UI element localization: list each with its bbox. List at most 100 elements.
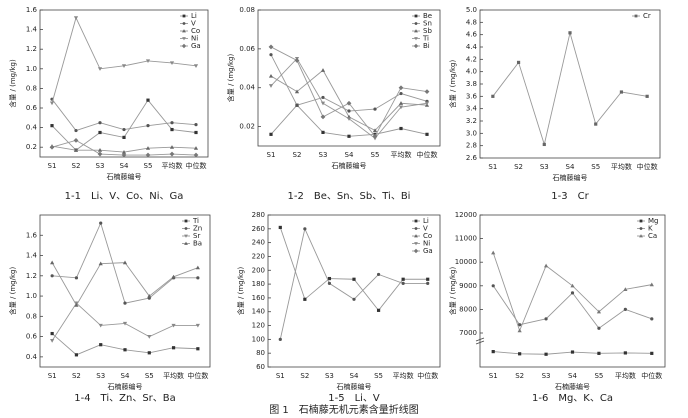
marker: [568, 31, 572, 35]
marker: [98, 121, 102, 125]
marker: [398, 105, 404, 110]
legend-label: Mg: [648, 217, 658, 225]
marker: [634, 14, 638, 18]
x-tick-label: S4: [568, 372, 577, 380]
y-tick-label: 12000: [455, 211, 477, 219]
x-tick-label: 平均数: [162, 161, 183, 170]
x-tick-label: 平均数: [615, 371, 636, 380]
legend-label: V: [423, 225, 428, 233]
marker: [376, 272, 381, 277]
marker: [184, 234, 188, 238]
marker: [414, 219, 418, 223]
marker: [347, 109, 351, 113]
marker: [399, 126, 403, 131]
x-tick-label: 平均数: [163, 371, 184, 380]
marker: [193, 64, 199, 68]
chart-caption: 1-2 Be、Sn、Sb、Ti、Bi: [288, 191, 411, 202]
marker: [121, 152, 127, 158]
y-axis-label: 含量 / (mg/kg): [448, 267, 457, 316]
y-axis-label: 含量 / (mg/kg): [8, 267, 17, 316]
marker: [517, 328, 522, 333]
marker: [146, 98, 150, 102]
y-tick-label: 1.2: [26, 272, 37, 280]
legend-label: Ni: [423, 240, 430, 248]
x-tick-label: S1: [48, 162, 57, 170]
marker: [544, 317, 548, 321]
y-tick-label: 0.4: [26, 124, 38, 132]
y-tick-label: 240: [252, 239, 265, 247]
x-tick-label: S4: [350, 372, 359, 380]
y-tick-label: 0.6: [26, 104, 38, 112]
series-line: [492, 32, 648, 147]
marker: [570, 350, 575, 354]
marker: [414, 14, 418, 18]
y-axis-label: 含量 / (mg/kg): [448, 60, 457, 109]
y-tick-label: 1.4: [26, 26, 38, 34]
marker: [414, 227, 418, 230]
marker: [649, 282, 654, 287]
marker: [74, 353, 79, 357]
x-tick-label: S1: [488, 163, 497, 171]
marker: [414, 22, 418, 25]
x-axis-label: 石楠藤编号: [108, 382, 143, 391]
marker: [542, 142, 546, 147]
marker: [98, 130, 102, 135]
legend-label: Sr: [193, 232, 200, 240]
marker: [413, 43, 419, 49]
marker: [346, 100, 352, 106]
marker: [543, 263, 549, 268]
y-tick-label: 5.0: [466, 6, 477, 14]
marker: [597, 351, 601, 355]
y-tick-label: 0.04: [239, 84, 255, 92]
chart-caption: 1-1 Li、V、Co、Ni、Ga: [65, 191, 184, 202]
marker: [424, 89, 430, 94]
y-tick-label: 9000: [459, 282, 477, 290]
marker: [184, 219, 188, 223]
marker: [122, 321, 128, 326]
marker: [544, 352, 548, 356]
marker: [373, 107, 377, 111]
marker: [372, 133, 378, 139]
legend-label: Ca: [648, 232, 657, 240]
y-axis-label: 含量 / (mg/kg): [8, 59, 17, 108]
x-tick-label: 中位数: [187, 371, 208, 380]
marker: [193, 152, 199, 158]
marker: [398, 101, 404, 105]
y-tick-label: 4.8: [466, 18, 477, 26]
marker: [597, 326, 601, 330]
x-tick-label: S1: [276, 372, 285, 380]
x-tick-label: S4: [345, 151, 354, 159]
marker: [268, 44, 274, 50]
y-tick-label: 120: [252, 322, 265, 330]
marker: [122, 135, 126, 139]
legend-label: Li: [191, 12, 197, 20]
x-axis-label: 石楠藤编号: [553, 173, 588, 182]
marker: [195, 323, 200, 328]
marker: [50, 124, 54, 128]
marker: [196, 347, 200, 351]
marker: [414, 234, 418, 238]
legend-label: Bi: [423, 42, 430, 50]
x-tick-label: S2: [72, 162, 81, 170]
marker: [122, 127, 126, 132]
x-tick-label: S5: [591, 163, 600, 171]
marker: [491, 284, 495, 288]
legend-label: Ti: [422, 35, 429, 43]
marker: [195, 265, 200, 270]
marker: [491, 94, 495, 98]
marker: [145, 146, 151, 150]
y-tick-label: 4.4: [466, 43, 478, 51]
marker: [145, 152, 151, 158]
marker: [182, 29, 186, 33]
marker: [491, 250, 496, 255]
x-tick-label: S4: [566, 163, 575, 171]
marker: [50, 274, 54, 278]
marker: [401, 277, 405, 281]
x-axis-label: 石楠藤编号: [555, 382, 590, 391]
marker: [181, 43, 187, 49]
marker: [424, 101, 430, 106]
y-tick-label: 100: [252, 335, 265, 343]
axis-break: [475, 337, 485, 345]
chart-caption: 1-4 Ti、Zn、Sr、Ba: [74, 393, 176, 404]
